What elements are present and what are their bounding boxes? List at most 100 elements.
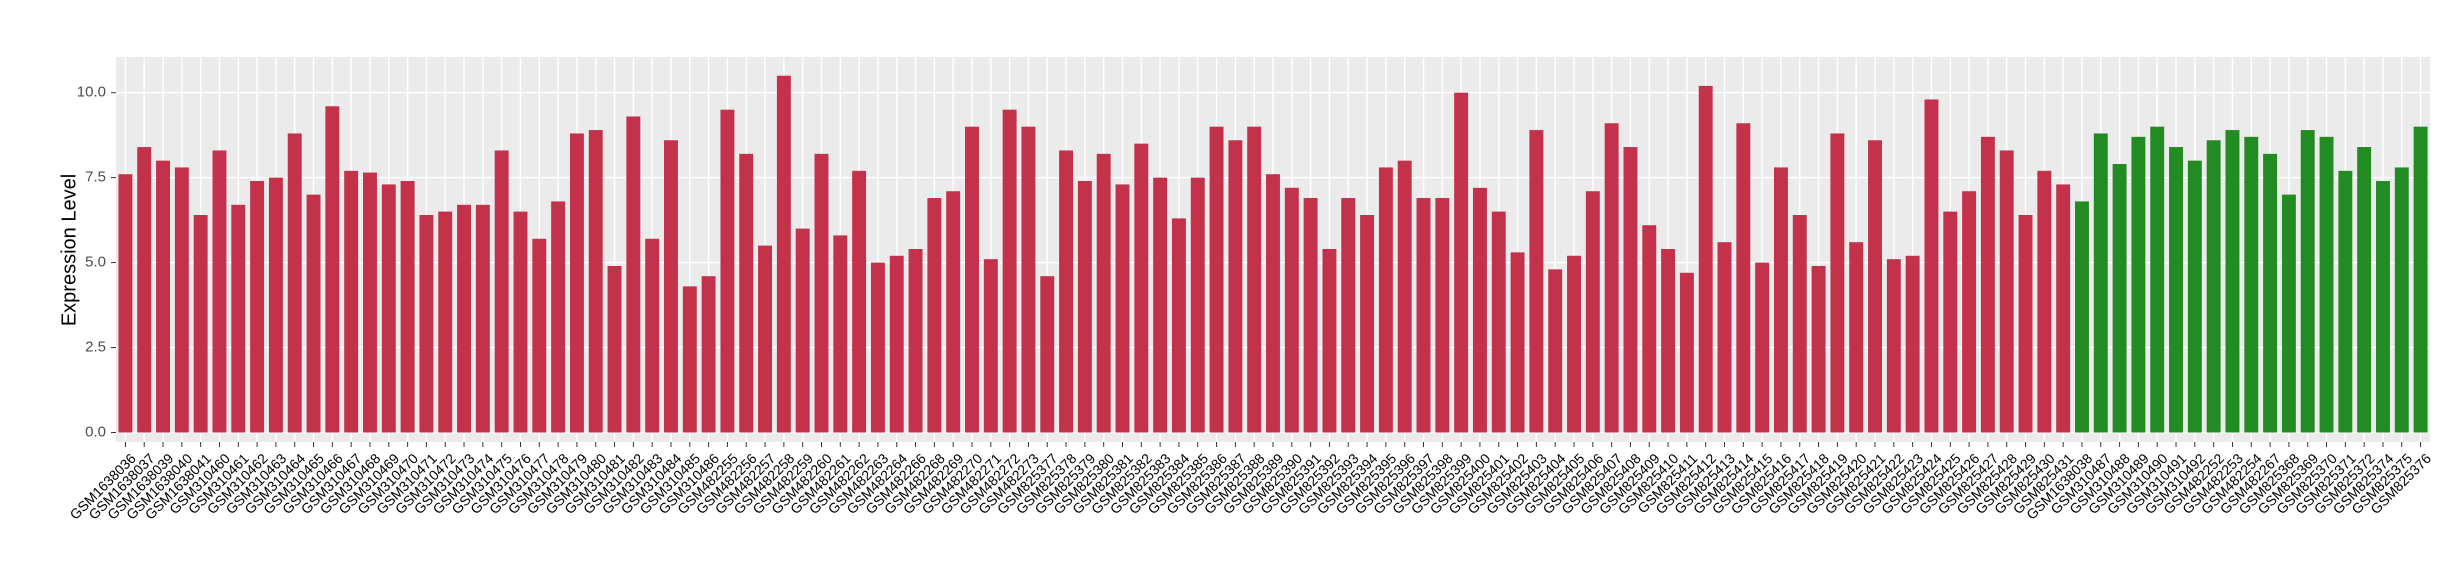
- bar: [2281, 194, 2296, 433]
- bar: [1266, 174, 1280, 433]
- bar: [174, 167, 189, 433]
- bar: [1435, 198, 1450, 433]
- bar: [2187, 160, 2202, 433]
- bar: [814, 153, 829, 433]
- bar: [1040, 276, 1055, 433]
- bar: [1397, 160, 1412, 433]
- bar: [381, 184, 396, 433]
- bar: [1868, 140, 1882, 433]
- bar: [701, 276, 716, 433]
- bar: [870, 262, 885, 433]
- bar: [1341, 198, 1356, 433]
- bar: [494, 150, 509, 433]
- bar: [1943, 211, 1958, 433]
- bar: [1642, 225, 1657, 433]
- bar: [2037, 170, 2052, 433]
- bar: [1811, 265, 1826, 433]
- y-axis-title: Expression Level: [58, 174, 80, 326]
- bar: [532, 238, 547, 433]
- bar: [1228, 140, 1243, 433]
- bar: [268, 177, 283, 433]
- bar: [1284, 187, 1299, 433]
- bar: [720, 109, 735, 433]
- bar: [569, 133, 584, 433]
- bar: [946, 191, 961, 433]
- bar: [588, 130, 603, 433]
- bar: [2338, 170, 2353, 433]
- bar: [776, 75, 791, 433]
- bar: [306, 194, 321, 433]
- bar: [1416, 198, 1431, 433]
- bar: [1378, 167, 1393, 433]
- bar: [927, 198, 942, 433]
- bar: [156, 160, 170, 433]
- bar: [965, 126, 979, 433]
- bar: [2263, 153, 2278, 433]
- y-tick-label: 7.5: [85, 169, 106, 186]
- bar: [1491, 211, 1506, 433]
- bar: [400, 181, 415, 433]
- bar: [1849, 242, 1864, 433]
- bar: [795, 228, 810, 433]
- y-tick-label: 0.0: [85, 423, 106, 440]
- bar: [1134, 143, 1149, 433]
- bar: [2056, 184, 2071, 433]
- bar: [1247, 126, 1262, 433]
- bar: [1755, 262, 1770, 433]
- bar: [1021, 126, 1036, 433]
- bar: [363, 172, 377, 433]
- bar: [2413, 126, 2428, 433]
- bar: [1096, 153, 1111, 433]
- bar: [438, 211, 453, 433]
- bar: [1454, 92, 1469, 433]
- bar: [1604, 123, 1619, 433]
- bar: [1153, 177, 1168, 433]
- bar: [2300, 130, 2315, 433]
- bar: [739, 153, 754, 433]
- bar: [118, 174, 133, 433]
- bar: [2112, 164, 2127, 433]
- bar: [457, 204, 472, 433]
- bar: [758, 245, 773, 433]
- bar: [1830, 133, 1845, 433]
- bar: [682, 286, 697, 433]
- y-tick-label: 10.0: [77, 84, 106, 101]
- bar: [664, 140, 678, 433]
- bar: [137, 147, 152, 433]
- bar: [1661, 248, 1676, 433]
- bar: [1905, 255, 1920, 433]
- bar: [1717, 242, 1732, 433]
- bar: [193, 215, 208, 433]
- bar: [2018, 215, 2033, 433]
- bar: [1529, 130, 1544, 433]
- bar: [1773, 167, 1788, 433]
- bar: [1510, 252, 1525, 433]
- bar: [551, 201, 566, 433]
- bar: [983, 259, 998, 433]
- bar: [2394, 167, 2409, 433]
- bar: [2244, 136, 2259, 433]
- bar: [513, 211, 528, 433]
- bar: [419, 215, 434, 433]
- bar: [2206, 140, 2221, 433]
- bar: [908, 248, 923, 433]
- bar: [889, 255, 904, 433]
- bar: [833, 235, 848, 433]
- bar: [1548, 269, 1563, 433]
- bar: [1115, 184, 1130, 433]
- bar: [1679, 272, 1694, 433]
- bar: [2131, 136, 2146, 433]
- bar: [2150, 126, 2165, 433]
- bar: [2093, 133, 2108, 433]
- bar: [475, 204, 490, 433]
- bar: [1360, 215, 1375, 433]
- bar: [344, 170, 359, 433]
- bar: [1303, 198, 1318, 433]
- bar: [1924, 99, 1939, 433]
- bar: [1077, 181, 1092, 433]
- bar: [1472, 187, 1487, 433]
- bar: [1190, 177, 1205, 433]
- bar: [2376, 181, 2390, 433]
- bar: [852, 170, 867, 433]
- bar: [1623, 147, 1638, 433]
